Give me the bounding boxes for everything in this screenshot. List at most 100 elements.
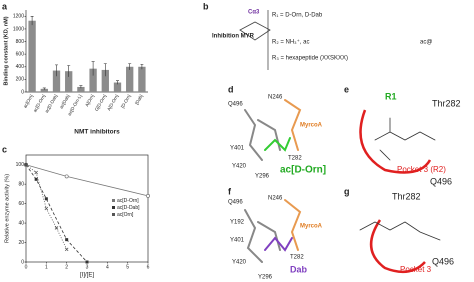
y-tick-label: 20	[18, 240, 24, 246]
series-line	[25, 164, 68, 250]
res: Q496	[228, 102, 243, 108]
marker	[64, 174, 69, 179]
x-tick-label: 2	[65, 264, 68, 270]
res: Thr282	[432, 98, 461, 108]
bar	[52, 70, 61, 92]
r1: R₁ = D-Orn, D-Dab	[272, 13, 323, 19]
bar	[89, 68, 97, 92]
x-tick-label: [D-Orn]	[120, 94, 132, 109]
panel-label: d	[228, 84, 234, 94]
error-bar	[67, 65, 71, 77]
bar	[101, 69, 109, 92]
res: Y192	[230, 220, 245, 226]
residues	[244, 109, 281, 161]
y-tick-label: 80	[18, 182, 24, 188]
x-axis-title: [I]/[E]	[80, 273, 94, 279]
legend-swatch	[112, 199, 115, 202]
y-tick-label: 0	[21, 259, 24, 265]
legend-label: ac[D-Dab]	[117, 205, 140, 211]
x-tick-label: 5	[126, 264, 129, 270]
ligand-label: ac[D-Orn]	[280, 165, 326, 176]
marker	[34, 170, 38, 175]
error-bar	[79, 85, 83, 89]
myrcoa-label: MyrcoA	[300, 224, 323, 230]
error-bar	[140, 63, 144, 70]
y-tick-label: 0	[21, 89, 24, 95]
y-tick-label: 60	[18, 201, 24, 207]
series-line	[25, 164, 149, 197]
bar	[28, 20, 36, 93]
bar	[65, 71, 73, 92]
myrcoa	[284, 199, 302, 251]
x-tick-label: A[Orn]	[84, 94, 95, 108]
scaffold	[239, 21, 271, 41]
legend-label: ac[D-Orn]	[117, 198, 139, 204]
panel-label: f	[228, 186, 232, 196]
res: T282	[288, 156, 302, 162]
error-bar	[128, 63, 132, 70]
structure	[359, 221, 441, 241]
marker	[34, 177, 38, 181]
error-bar	[30, 16, 34, 26]
legend-swatch	[112, 206, 115, 209]
error-bar	[116, 80, 119, 85]
res: Y401	[230, 238, 245, 244]
x-tick-label: ac[Orn]	[22, 94, 34, 109]
error-bar	[103, 63, 107, 77]
x-tick-label: 6	[147, 264, 150, 270]
bar	[138, 66, 146, 92]
pocket-label: Pocket 3	[400, 265, 432, 274]
y-tick-label: 400	[16, 64, 25, 70]
scheme-title: Inhibition MYR	[212, 34, 255, 40]
y-axis-title: Binding constant (KD, nM)	[3, 16, 9, 85]
marker	[24, 162, 28, 167]
r2: R₂ = NH₃⁺, ac	[272, 39, 309, 46]
marker	[44, 197, 48, 201]
y-tick-label: 600	[16, 51, 25, 57]
y-axis-title: Relative enzyme activity (%)	[4, 174, 10, 243]
res: T282	[290, 255, 304, 261]
res: Y296	[258, 275, 273, 281]
myrcoa	[284, 99, 302, 151]
pocket	[359, 109, 432, 174]
error-bar	[55, 64, 58, 77]
marker	[65, 238, 69, 242]
panel-label: b	[203, 1, 209, 11]
x-tick-label: 0	[25, 264, 28, 270]
ligand	[264, 236, 293, 252]
marker	[146, 193, 150, 198]
res: Y420	[232, 260, 247, 266]
marker	[44, 206, 49, 211]
structure	[374, 117, 436, 161]
x-tick-label: ac[D-Dab]	[44, 94, 58, 114]
res: Q496	[430, 176, 452, 186]
bar	[40, 88, 48, 92]
bar	[126, 66, 134, 92]
y-tick-label: 200	[16, 77, 25, 83]
legend-swatch	[112, 213, 115, 216]
error-bar	[42, 87, 46, 90]
y-tick-label: 40	[18, 220, 24, 226]
calpha: Cα3	[248, 10, 260, 16]
panel-label: e	[344, 84, 349, 94]
y-tick-label: 100	[16, 162, 25, 168]
x-tick-label: ac[Dab]	[59, 94, 71, 110]
res: Q496	[432, 256, 454, 266]
x-tick-label: 1	[45, 264, 48, 270]
y-tick-label: 1000	[13, 26, 24, 32]
r3: R₃ = hexapeptide (XXSKXX)	[272, 56, 348, 62]
bar	[113, 82, 122, 92]
x-tick-label: A[D-Orn]	[106, 94, 119, 112]
x-tick-label: [Dab]	[134, 94, 144, 106]
myrcoa-label: MyrcoA	[300, 123, 323, 129]
res: Q496	[228, 200, 243, 206]
y-tick-label: 1200	[13, 14, 24, 20]
panel-label: a	[2, 1, 8, 11]
panel-label: c	[2, 144, 7, 154]
legend-label: ac[Orn]	[117, 212, 134, 218]
r1-label: R1	[385, 91, 397, 101]
residues	[244, 209, 281, 263]
marker	[64, 247, 69, 252]
marker	[85, 260, 89, 264]
series-line	[25, 164, 88, 263]
